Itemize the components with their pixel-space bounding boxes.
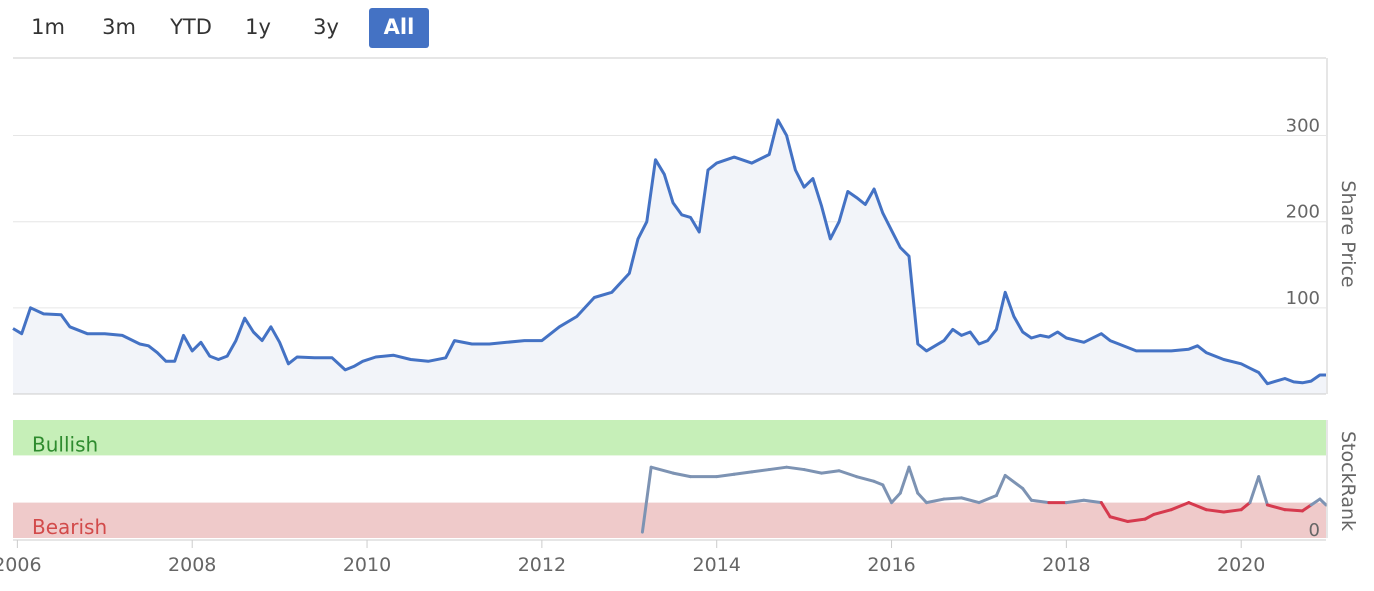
range-button-1m[interactable]: 1m — [31, 15, 65, 39]
stockrank-line-segment — [1265, 503, 1287, 512]
stockrank-line-segment — [907, 465, 920, 495]
stockrank-line-segment — [1003, 473, 1025, 490]
stockrank-line-segment — [1021, 486, 1033, 502]
stockrank-line-segment — [1248, 475, 1261, 505]
stockrank-line-segment — [1300, 503, 1313, 513]
stockrank-line-segment — [942, 496, 963, 501]
stockrank-line-segment — [649, 465, 675, 475]
x-tick-label: 2006 — [0, 554, 42, 576]
rank-y-axis-label: StockRank — [1337, 431, 1359, 531]
stockrank-line-segment — [916, 491, 929, 505]
stockrank-line-segment — [1204, 508, 1226, 514]
stockrank-line-segment — [715, 472, 736, 479]
stockrank-line-segment — [671, 471, 692, 479]
stockrank-line-segment — [1257, 475, 1269, 507]
stockrank-line-segment — [802, 468, 824, 475]
range-button-ytd[interactable]: YTD — [170, 15, 212, 39]
x-tick-label: 2016 — [867, 554, 915, 576]
stockrank-line-segment — [1126, 517, 1147, 523]
stockrank-line-segment — [1318, 497, 1328, 507]
range-button-all[interactable]: All — [369, 8, 429, 48]
stockrank-line-segment — [767, 465, 789, 472]
stockrank-line-segment — [881, 483, 894, 505]
stockrank-line-segment — [898, 465, 911, 495]
share-price-line — [12, 118, 1326, 386]
rank-y-tick-label: 0 — [1309, 520, 1320, 541]
stockrank-line-segment — [890, 491, 902, 505]
stockrank-line-segment — [1082, 498, 1103, 505]
stockrank-line-segment — [1222, 508, 1243, 514]
stockrank-line-segment — [820, 469, 841, 475]
x-tick-label: 2010 — [343, 554, 391, 576]
stockrank-line-segment — [1099, 501, 1112, 519]
x-tick-label: 2020 — [1217, 554, 1265, 576]
stockrank-line-segment — [785, 465, 806, 472]
stockrank-line-segment — [872, 479, 885, 487]
rank-band-label-bearish: Bearish — [32, 515, 107, 539]
price-y-tick-label: 100 — [1286, 288, 1320, 309]
x-tick-label: 2012 — [518, 554, 566, 576]
range-button-1y[interactable]: 1y — [245, 15, 271, 39]
stockrank-line-segment — [837, 469, 859, 479]
rank-band-bearish — [13, 502, 1326, 538]
x-tick-label: 2008 — [168, 554, 216, 576]
stockrank-line-segment — [640, 465, 653, 534]
stockrank-line-segment — [1108, 515, 1130, 523]
stockrank-line-segment — [1143, 512, 1156, 521]
range-button-3m[interactable]: 3m — [102, 15, 136, 39]
stockrank-line-segment — [959, 496, 981, 505]
stockrank-line-segment — [1029, 498, 1051, 505]
stockrank-line-segment — [1187, 501, 1208, 512]
stockrank-line-segment — [1064, 498, 1086, 505]
x-tick-label: 2014 — [693, 554, 741, 576]
price-y-axis-label: Share Price — [1337, 180, 1359, 287]
rank-band-bullish — [13, 420, 1326, 456]
stockrank-line-segment — [1283, 508, 1304, 513]
stockrank-line-segment — [1239, 501, 1252, 512]
stockrank-line-segment — [750, 468, 771, 474]
stockrank-line-segment — [1169, 501, 1191, 512]
stockrank-line-segment — [925, 497, 946, 505]
stockrank-line-segment — [1309, 497, 1322, 507]
stockrank-line-segment — [855, 475, 876, 483]
stockrank-line-segment — [994, 473, 1007, 498]
stockrank-line-segment — [732, 470, 754, 476]
price-y-tick-label: 300 — [1286, 116, 1320, 137]
price-y-tick-label: 200 — [1286, 202, 1320, 223]
rank-band-label-bullish: Bullish — [32, 432, 98, 456]
stockrank-line-segment — [1152, 508, 1173, 516]
stockrank-line-segment — [977, 494, 998, 505]
x-tick-label: 2018 — [1042, 554, 1090, 576]
range-button-3y[interactable]: 3y — [313, 15, 339, 39]
